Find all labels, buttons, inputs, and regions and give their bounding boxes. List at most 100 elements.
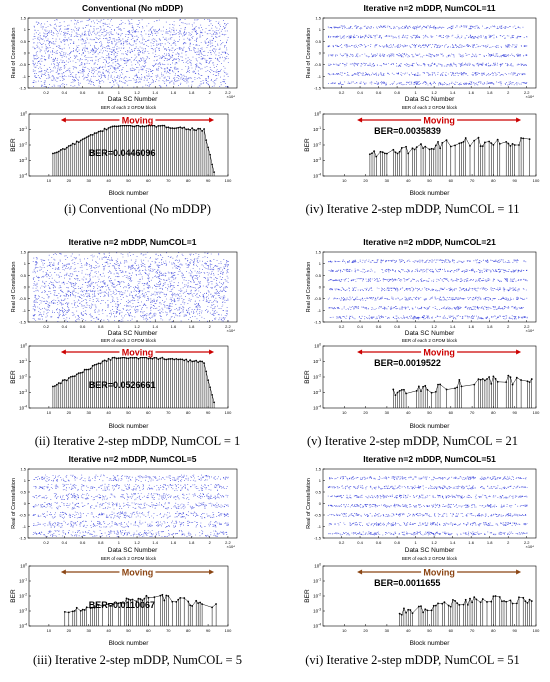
x-tick-label: 0.6 (376, 324, 382, 329)
ber-marker (125, 357, 128, 360)
y-tick-exponent: -1 (24, 358, 27, 362)
y-tick-label: 1 (319, 261, 322, 266)
ber-marker (209, 386, 211, 389)
x-tick-label: 70 (166, 628, 171, 633)
ber-marker (151, 124, 154, 127)
ber-marker (400, 389, 403, 391)
ber-marker (405, 611, 407, 614)
ber-marker (511, 602, 514, 605)
ber-marker (403, 607, 405, 610)
ber-marker (181, 127, 184, 130)
x-tick-label: 0.8 (98, 90, 104, 95)
ber-marker (207, 146, 210, 149)
ber-marker (143, 597, 146, 600)
ber-marker (424, 384, 427, 387)
ber-marker (400, 147, 403, 149)
ber-marker (135, 600, 138, 603)
ber-marker (445, 388, 448, 391)
ber-marker (111, 356, 114, 359)
x-tick-label: 1.8 (189, 90, 195, 95)
y-tick-exponent: 0 (319, 111, 321, 115)
ber-marker (368, 153, 371, 156)
ber-marker (488, 140, 491, 143)
x-tick-label: 1.6 (468, 540, 474, 545)
ber-marker (473, 139, 476, 142)
y-tick-exponent: -2 (318, 593, 321, 597)
x-tick-label: 1 (414, 324, 417, 329)
ber-marker (473, 596, 476, 599)
ber-marker (411, 147, 414, 150)
x-axis-label: Block number (410, 640, 451, 647)
ber-marker (213, 401, 215, 404)
ber-marker (445, 139, 448, 142)
ber-marker (415, 146, 418, 149)
ber-marker (449, 605, 452, 608)
x-tick-label: 1.8 (189, 324, 195, 329)
ber-marker (199, 601, 202, 604)
ber-line (64, 594, 217, 613)
ber-marker (71, 610, 74, 613)
ber-marker (466, 603, 469, 606)
ber-stems (64, 594, 217, 626)
ber-marker (57, 382, 60, 384)
x-tick-label: 0.8 (394, 324, 400, 329)
y-tick-exponent: -2 (318, 142, 321, 146)
x-tick-label: 80 (186, 178, 191, 183)
x-tick-label: 0.2 (43, 540, 49, 545)
ber-marker (520, 379, 522, 381)
y-tick-label: 1 (319, 27, 322, 32)
ber-marker (383, 152, 386, 155)
ber-plot: BER of each 2 GFDM block10010-110-210-31… (10, 105, 232, 197)
ber-value-label: BER=0.0019522 (374, 358, 441, 368)
ber-marker (163, 599, 166, 602)
ber-marker (205, 139, 208, 142)
x-tick-label: 80 (491, 628, 496, 633)
ber-marker (93, 364, 96, 366)
ber-marker (95, 363, 98, 366)
y-tick-label: -1.5 (19, 86, 27, 91)
ber-marker (490, 382, 493, 385)
y-tick-label: 10-1 (313, 578, 321, 584)
y-tick-label: 10-3 (19, 157, 27, 163)
x-tick-label: 60 (449, 410, 454, 415)
ber-marker (97, 604, 100, 606)
y-tick-label: 10-2 (313, 593, 321, 599)
ber-marker (471, 601, 473, 604)
y-tick-exponent: -4 (24, 623, 27, 627)
ber-marker (511, 383, 514, 386)
ber-marker (434, 144, 437, 147)
ber-marker (171, 127, 174, 130)
x-tick-label: 2.2 (524, 324, 530, 329)
x-tick-label: 50 (126, 628, 131, 633)
ber-marker (121, 356, 124, 359)
ber-marker (518, 144, 520, 146)
x-tick-label: 0.8 (98, 540, 104, 545)
x-tick-label: 40 (406, 178, 411, 183)
ber-marker (101, 605, 104, 608)
x-tick-label: 20 (363, 410, 368, 415)
y-tick-label: 1.5 (315, 16, 321, 21)
x-tick-label: 1.4 (450, 324, 456, 329)
x-tick-label: 50 (126, 410, 131, 415)
ber-marker (119, 124, 122, 127)
y-axis-label: Real of Constellation (306, 28, 312, 79)
panel-title: Conventional (No mDDP) (82, 3, 183, 13)
y-tick-label: -0.5 (19, 513, 27, 518)
x-tick-label: 20 (363, 178, 368, 183)
y-tick-label: 1.5 (20, 467, 26, 472)
panel-iii: Iterative n=2 mDDP, NumCOL=5 1.5 1 0.5 0 -0.5… (10, 454, 238, 647)
ber-marker (486, 378, 488, 380)
constellation-points (327, 259, 528, 320)
ber-line (52, 125, 215, 173)
x-axis-label: Block number (410, 190, 451, 197)
ber-marker (185, 358, 188, 361)
ber-marker (123, 124, 126, 127)
x-tick-label: 0.4 (62, 324, 68, 329)
ber-marker (177, 358, 180, 361)
ber-marker (526, 380, 529, 383)
panel-caption: (iii) Iterative 2-step mDDP, NumCOL = 5 (33, 653, 242, 667)
ber-marker (422, 385, 425, 388)
ber-marker (171, 357, 174, 360)
x-exponent: ×10⁴ (226, 544, 235, 549)
ber-marker (113, 125, 116, 128)
